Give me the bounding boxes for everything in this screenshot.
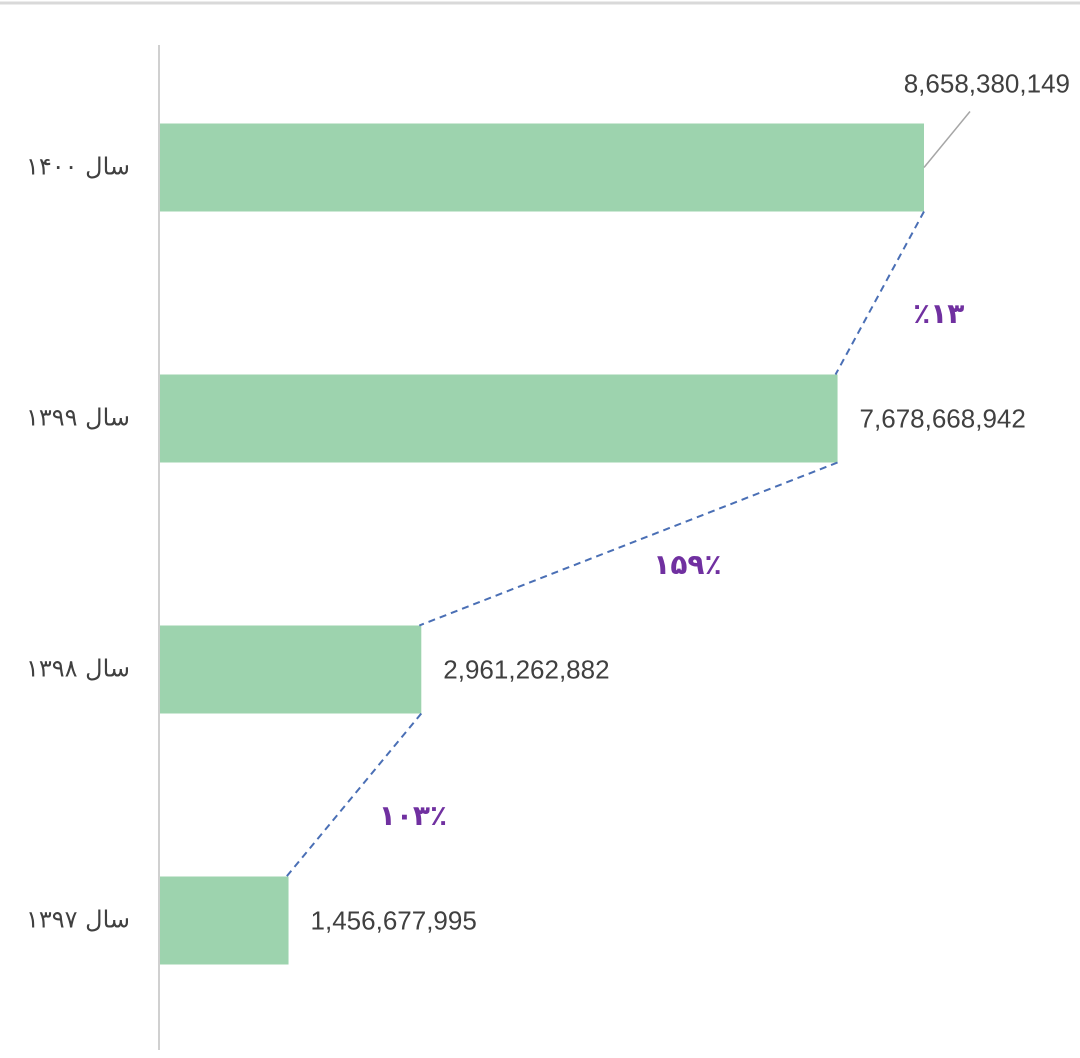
bar	[160, 123, 924, 212]
bar	[160, 374, 838, 463]
category-label: سال ۱۴۰۰	[26, 153, 130, 181]
bar	[160, 876, 289, 965]
value-label: 2,961,262,882	[443, 654, 609, 684]
connector-line	[285, 712, 423, 878]
category-label: سال ۱۳۹۹	[26, 404, 130, 432]
growth-label: ۱۰۳٪	[379, 799, 447, 832]
category-label: سال ۱۳۹۷	[26, 906, 130, 934]
value-label: 8,658,380,149	[904, 68, 1070, 98]
value-label: 7,678,668,942	[860, 403, 1026, 433]
growth-label: ٪۱۳	[913, 297, 964, 330]
category-label: سال ۱۳۹۸	[26, 655, 130, 683]
bar	[160, 625, 422, 714]
growth-label: ۱۵۹٪	[653, 548, 721, 581]
leader-line	[923, 111, 971, 168]
connector-line	[418, 461, 838, 627]
value-label: 1,456,677,995	[311, 905, 477, 935]
connector-line	[834, 211, 925, 375]
